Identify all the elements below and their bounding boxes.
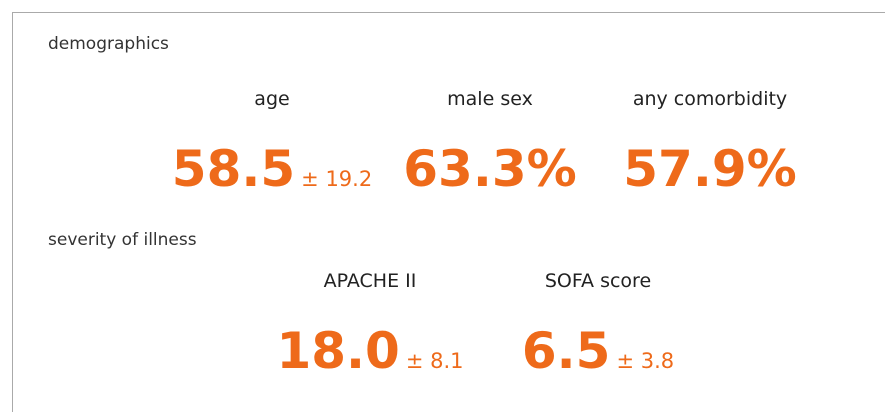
stat: SOFA score 6.5 ± 3.8 (478, 270, 718, 380)
stat-value: 57.9% (590, 140, 830, 198)
stat: male sex 63.3% (370, 88, 610, 198)
stat-number: 6.5 (521, 322, 611, 380)
stat: APACHE II 18.0 ± 8.1 (250, 270, 490, 380)
section-title-text: severity of illness (48, 230, 197, 250)
stat: any comorbidity 57.9% (590, 88, 830, 198)
stat-value: 63.3% (370, 140, 610, 198)
frame (12, 12, 885, 412)
stat-value: 18.0 ± 8.1 (250, 322, 490, 380)
section-title: severity of illness (48, 230, 197, 250)
section-title: demographics (48, 34, 169, 54)
stat-value: 58.5 ± 19.2 (152, 140, 392, 198)
stat-number: 18.0 (276, 322, 400, 380)
stat-sd: ± 8.1 (405, 349, 464, 373)
stat-label: any comorbidity (632, 88, 788, 110)
stat-label: age (254, 88, 290, 110)
stat-label: APACHE II (323, 270, 417, 292)
stat-number: 58.5 (171, 140, 296, 198)
stat-sd: ± 19.2 (301, 167, 373, 191)
stat-number: 57.9% (623, 140, 797, 198)
stat-label: male sex (447, 88, 533, 110)
section-title-text: demographics (48, 34, 169, 54)
stat-label: SOFA score (544, 270, 652, 292)
stat: age 58.5 ± 19.2 (152, 88, 392, 198)
stat-value: 6.5 ± 3.8 (478, 322, 718, 380)
stat-sd: ± 3.8 (616, 349, 675, 373)
stat-number: 63.3% (403, 140, 577, 198)
